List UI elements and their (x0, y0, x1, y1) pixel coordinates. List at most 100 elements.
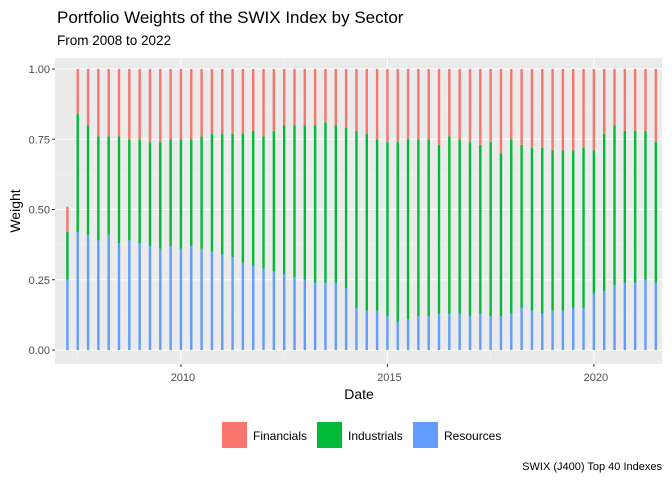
bar-resources (138, 243, 141, 350)
bar-resources (365, 310, 368, 350)
y-tick-label: 0.25 (29, 275, 50, 287)
bar-industrials (221, 133, 224, 255)
plot-panel (55, 58, 662, 364)
bar-resources (386, 316, 389, 350)
bar-industrials (613, 125, 616, 286)
bar-resources (437, 313, 441, 350)
bar-resources (159, 248, 162, 350)
bar-industrials (489, 142, 492, 317)
bar-industrials (427, 139, 430, 317)
legend-key-industrials (317, 422, 342, 448)
bar-financials (479, 69, 482, 145)
bar-resources (375, 310, 379, 350)
bar-industrials (520, 144, 523, 308)
bar-industrials (313, 125, 317, 283)
bar-financials (138, 69, 141, 140)
bar-resources (86, 234, 90, 350)
bar-resources (262, 268, 265, 350)
bar-industrials (97, 136, 100, 241)
bar-financials (97, 69, 100, 137)
bar-resources (468, 316, 472, 350)
bar-industrials (107, 136, 110, 235)
bar-financials (169, 69, 172, 140)
bar-financials (448, 69, 451, 137)
bar-resources (396, 321, 399, 350)
bar-financials (613, 69, 616, 126)
bar-resources (530, 310, 534, 350)
bar-resources (200, 248, 203, 350)
bar-financials (561, 69, 565, 151)
bar-resources (633, 282, 637, 350)
bar-financials (344, 69, 348, 129)
bar-financials (541, 69, 544, 148)
bar-financials (159, 69, 162, 143)
bar-industrials (448, 136, 451, 314)
bar-resources (602, 290, 606, 350)
bar-industrials (324, 122, 327, 283)
bar-resources (458, 313, 461, 350)
bar-industrials (200, 136, 203, 249)
bar-resources (128, 240, 131, 350)
y-axis-title: Weight (7, 189, 23, 232)
bar-resources (355, 307, 358, 350)
bar-resources (334, 282, 337, 350)
bar-financials (241, 69, 245, 134)
bar-financials (437, 69, 441, 145)
bar-financials (231, 69, 234, 134)
bar-resources (190, 246, 193, 350)
bar-financials (190, 69, 193, 140)
bar-industrials (293, 125, 296, 277)
bar-financials (530, 69, 534, 148)
bar-resources (623, 282, 627, 350)
bar-industrials (252, 130, 255, 266)
bar-resources (303, 279, 307, 350)
bar-resources (221, 254, 224, 350)
bar-industrials (365, 133, 368, 311)
bar-financials (66, 206, 69, 232)
bar-financials (148, 69, 152, 143)
axis-ticks: 0.00 0.25 0.50 0.75 1.00 2010 2015 2020 (29, 64, 609, 384)
bar-financials (406, 69, 410, 140)
bar-industrials (437, 144, 441, 314)
bar-industrials (190, 139, 193, 247)
bar-resources (654, 282, 658, 350)
bar-resources (148, 246, 152, 350)
bar-industrials (499, 153, 503, 317)
bar-industrials (303, 125, 307, 280)
bar-financials (654, 69, 658, 143)
bar-industrials (66, 231, 69, 280)
bar-financials (572, 69, 575, 151)
bar-financials (365, 69, 368, 134)
bar-financials (592, 69, 596, 151)
bar-industrials (406, 139, 410, 320)
legend-key-resources (413, 422, 438, 448)
legend-key-financials (222, 422, 247, 448)
bar-resources (592, 293, 596, 350)
bar-resources (210, 251, 214, 350)
bar-industrials (231, 133, 234, 258)
y-tick-label: 1.00 (29, 64, 50, 76)
bar-resources (479, 313, 482, 350)
bar-financials (334, 69, 337, 126)
bar-industrials (561, 150, 565, 311)
bar-industrials (386, 142, 389, 317)
bar-resources (117, 243, 121, 350)
bar-financials (262, 69, 265, 137)
bar-financials (386, 69, 389, 143)
bar-financials (602, 69, 606, 134)
bar-resources (241, 262, 245, 350)
bar-industrials (396, 142, 399, 322)
bar-financials (117, 69, 121, 137)
bar-financials (633, 69, 637, 131)
bar-resources (272, 271, 276, 350)
bar-industrials (551, 150, 554, 311)
bar-resources (417, 316, 420, 350)
bar-resources (282, 274, 286, 350)
bar-resources (448, 313, 451, 350)
bar-resources (76, 231, 79, 350)
bar-resources (644, 279, 647, 350)
bar-industrials (530, 147, 534, 311)
bar-financials (272, 69, 276, 131)
x-axis-title: Date (344, 386, 374, 402)
bar-resources (427, 316, 430, 350)
